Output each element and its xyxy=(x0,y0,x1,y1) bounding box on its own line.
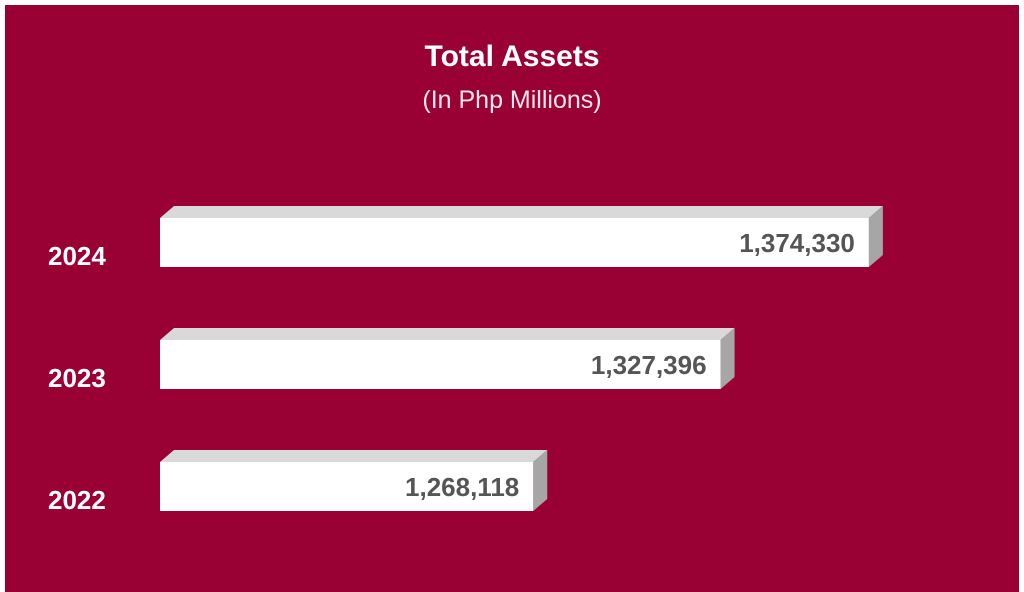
category-label-2024: 2024 xyxy=(48,241,106,271)
bar-top-2023 xyxy=(160,328,735,340)
bar-2022 xyxy=(160,462,534,511)
chart-subtitle: (In Php Millions) xyxy=(422,86,602,114)
bar-group-2023: 1,327,396 2023 xyxy=(48,328,735,393)
bar-group-2022: 1,268,118 2022 xyxy=(48,450,548,515)
bar-2024 xyxy=(160,218,869,267)
data-label-2023: 1,327,396 xyxy=(591,350,707,380)
bar-group-2024: 1,374,330 2024 xyxy=(48,206,883,271)
category-label-2022: 2022 xyxy=(48,485,106,515)
bar-chart: 1,374,330 2024 1,327,396 2023 1,268,118 2022 xyxy=(48,206,883,515)
bar-side-2022 xyxy=(533,450,548,511)
chart-panel: Total Assets (In Php Millions) 1,374,330… xyxy=(5,5,1019,592)
bar-side-2023 xyxy=(720,328,735,389)
data-label-2024: 1,374,330 xyxy=(739,228,855,258)
chart-title: Total Assets xyxy=(424,40,600,73)
bar-2023 xyxy=(160,340,721,389)
bar-top-2024 xyxy=(160,206,883,218)
bar-side-2024 xyxy=(868,206,883,267)
bar-top-2022 xyxy=(160,450,548,462)
category-label-2023: 2023 xyxy=(48,363,106,393)
data-label-2022: 1,268,118 xyxy=(405,472,519,502)
